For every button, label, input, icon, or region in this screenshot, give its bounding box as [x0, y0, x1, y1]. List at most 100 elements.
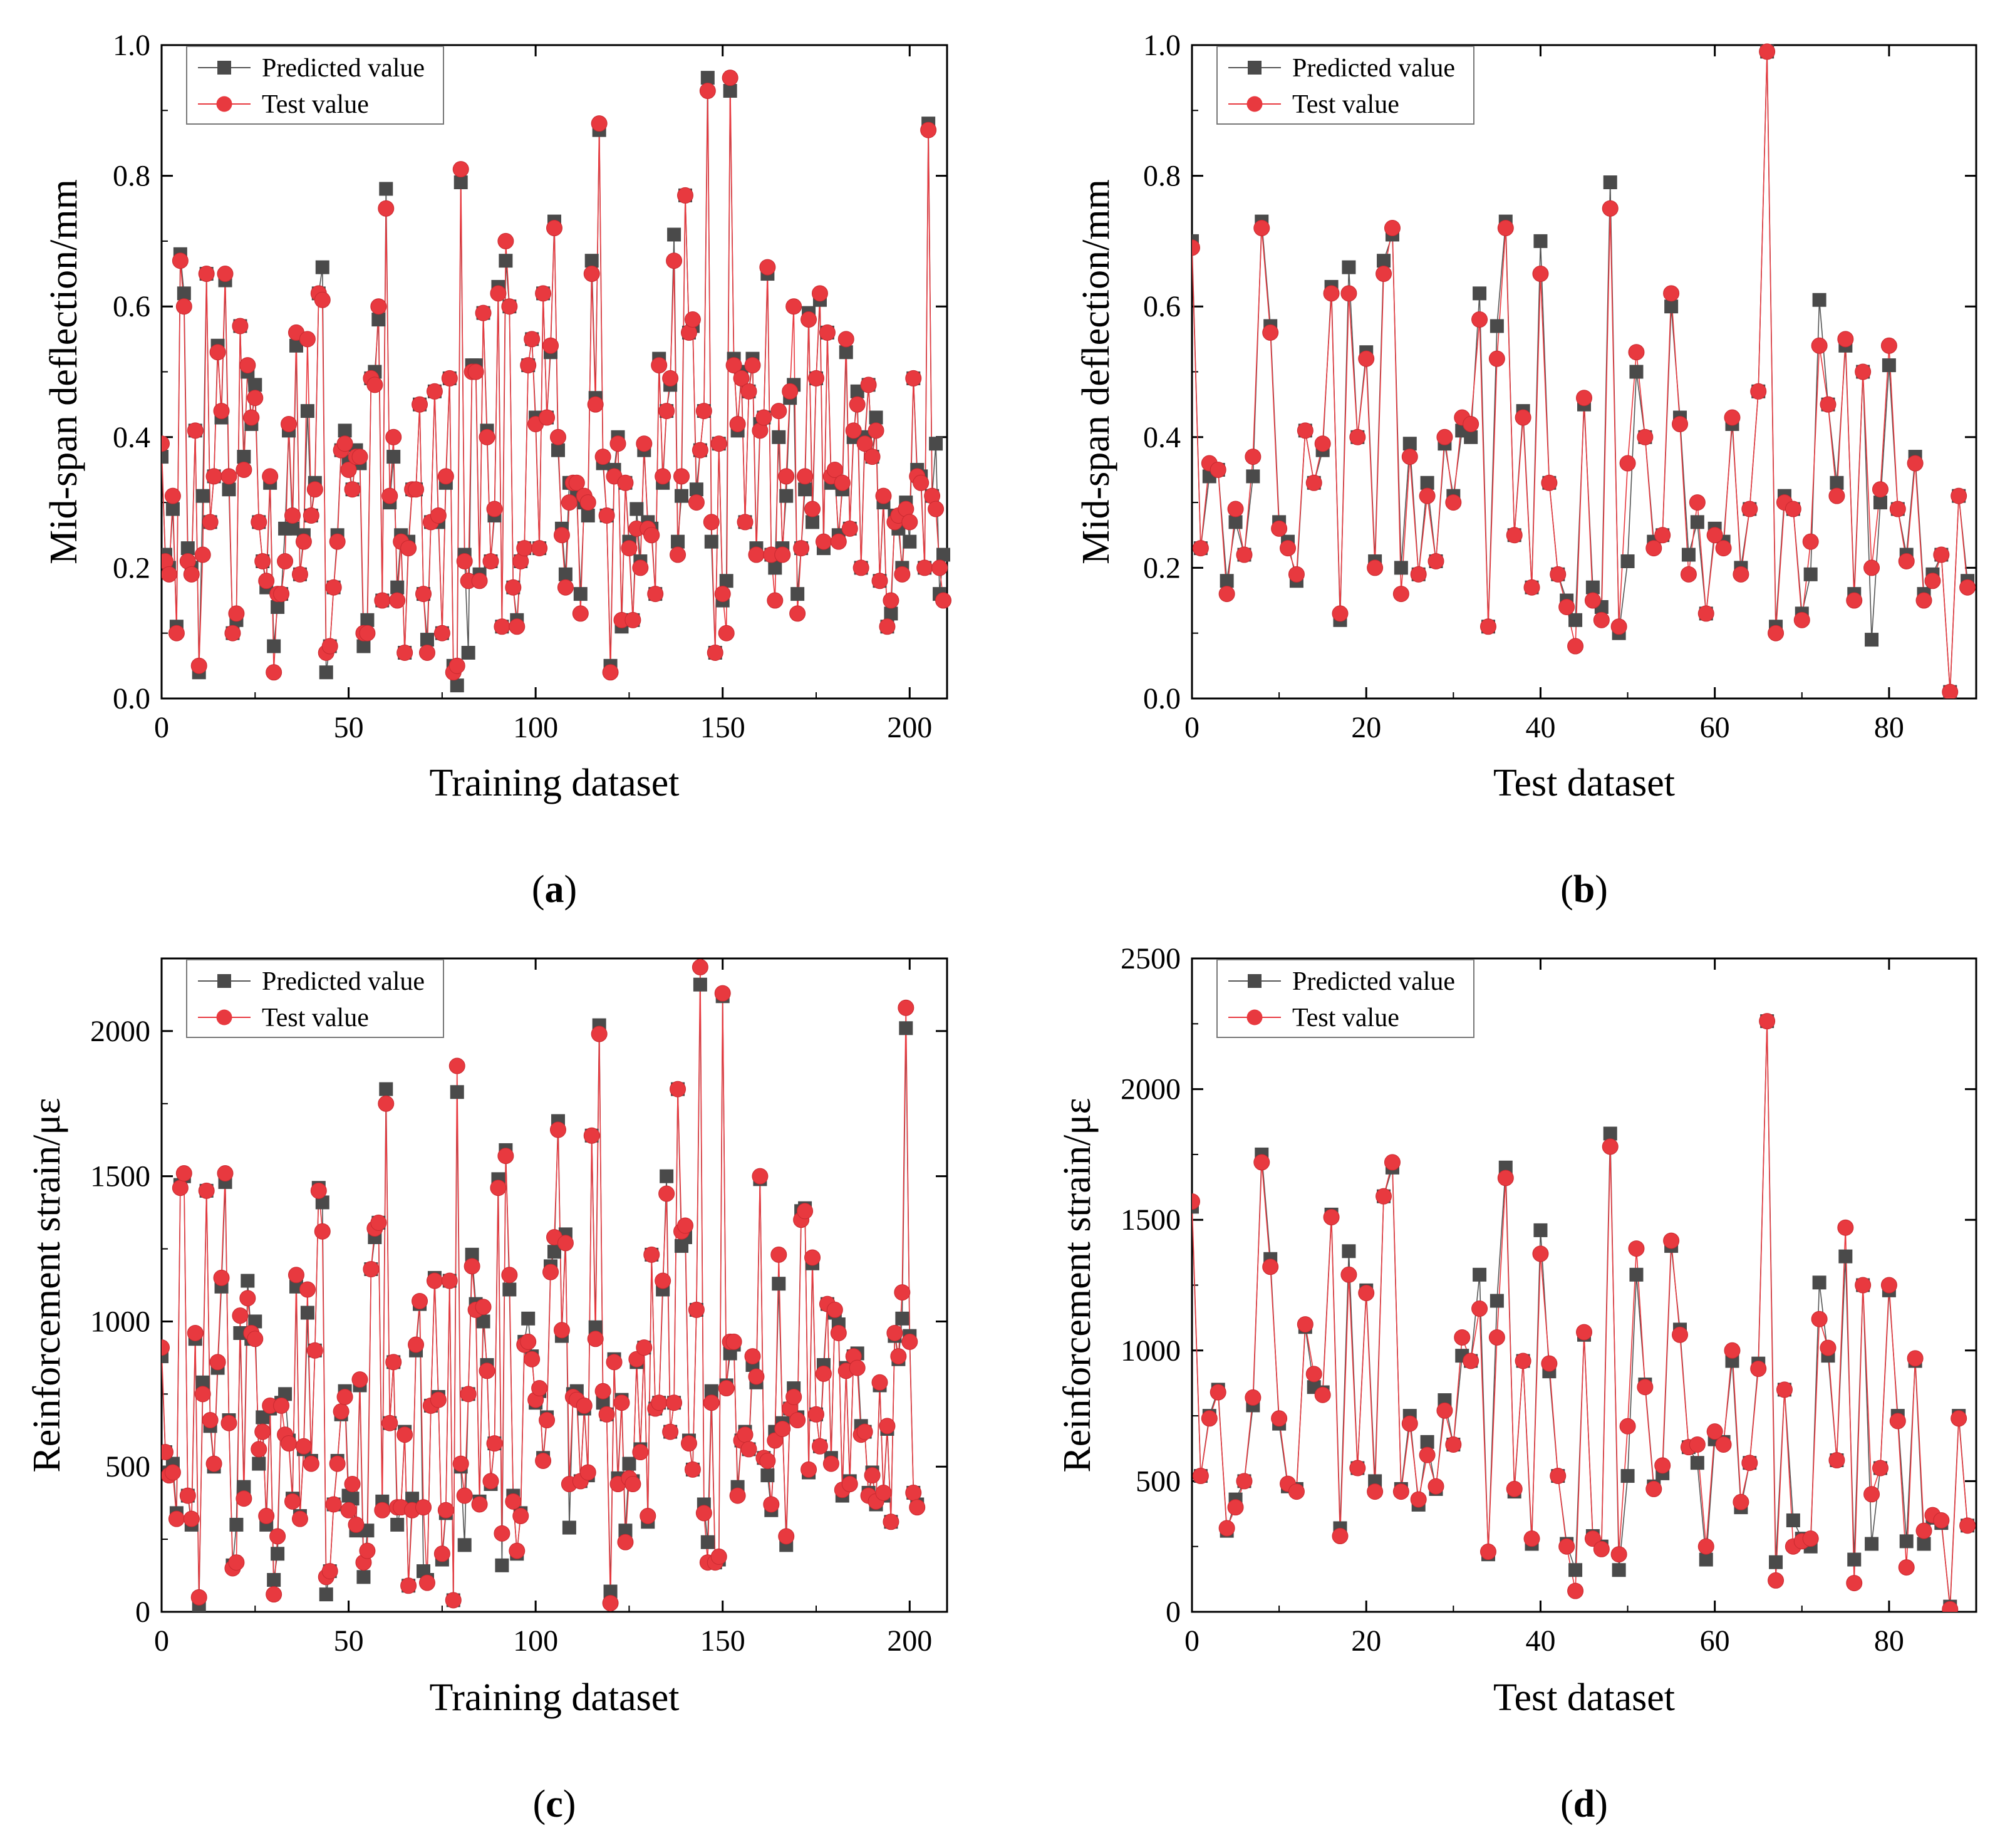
test-point [688, 1301, 705, 1318]
test-point [1724, 409, 1741, 426]
y-tick-label: 1.0 [1143, 29, 1181, 62]
test-point [856, 1423, 873, 1440]
chart-panel-1: 0 50 100 150 200 0.0 0.2 0.4 0.6 0.8 1.0 Training d… [43, 29, 952, 911]
test-point [1419, 1446, 1436, 1463]
test-point [920, 122, 937, 138]
test-point [1392, 586, 1409, 603]
test-point [767, 1432, 784, 1449]
predicted-point [356, 1570, 371, 1584]
test-point [452, 1455, 469, 1472]
test-point [1880, 337, 1897, 354]
test-point [744, 357, 761, 374]
test-point [557, 1235, 574, 1252]
test-point [561, 494, 578, 511]
test-point [1811, 337, 1828, 354]
predicted-point [1865, 633, 1879, 647]
predicted-point [1490, 1294, 1504, 1308]
test-point [677, 187, 693, 204]
legend-box [1216, 46, 1474, 125]
test-point [1689, 494, 1706, 511]
predicted-point [675, 489, 689, 503]
panel-label: (b) [1560, 868, 1608, 911]
test-point [396, 1426, 413, 1443]
test-point [247, 390, 264, 407]
test-point [239, 1290, 256, 1307]
predicted-point [237, 1480, 251, 1494]
predicted-point [618, 1524, 633, 1538]
test-point [1497, 220, 1514, 237]
test-point [205, 468, 222, 485]
test-point [509, 618, 526, 635]
test-point [1628, 1240, 1645, 1257]
test-point [1436, 428, 1453, 445]
test-point [258, 1508, 275, 1525]
test-point [524, 1351, 541, 1368]
test-point [759, 1452, 776, 1469]
test-point [266, 664, 282, 681]
predicted-point [1228, 515, 1243, 529]
test-point [232, 1307, 249, 1324]
test-point [385, 1354, 402, 1371]
test-point [501, 298, 518, 315]
predicted-point [300, 1306, 314, 1320]
test-point [856, 435, 873, 452]
test-point [549, 428, 566, 445]
test-point [1288, 1483, 1305, 1500]
test-point [1227, 1499, 1244, 1516]
chart-panel-4: 0 20 40 60 80 0 500 1000 1500 2000 2500 Test datase… [1056, 942, 1977, 1825]
test-point [602, 664, 619, 681]
predicted-point [1620, 554, 1635, 568]
test-point [583, 1127, 600, 1144]
test-point [1445, 1436, 1462, 1453]
test-point [1218, 1520, 1235, 1537]
predicted-point [772, 1277, 786, 1291]
predicted-point [551, 443, 565, 457]
x-tick-label: 0 [154, 711, 169, 744]
test-point [1759, 1013, 1776, 1030]
predicted-point [1603, 175, 1617, 190]
legend-marker-test [1246, 96, 1263, 112]
test-point [539, 1412, 556, 1429]
test-point [303, 1455, 319, 1472]
test-point [815, 533, 832, 550]
test-point [1610, 1546, 1627, 1563]
y-tick-label: 1500 [90, 1160, 150, 1193]
predicted-point [1769, 1555, 1783, 1569]
test-point [284, 507, 301, 524]
test-point [333, 1403, 350, 1420]
predicted-point [1603, 1126, 1617, 1141]
predicted-point [1464, 430, 1478, 444]
legend-label-test: Test value [262, 1004, 369, 1032]
test-point [251, 514, 267, 531]
legend: Predicted value Test value [186, 46, 444, 125]
test-point [1427, 1478, 1444, 1495]
test-point [539, 409, 556, 426]
test-point [1314, 1386, 1331, 1403]
test-point [505, 579, 522, 596]
predicted-point [1612, 1563, 1626, 1577]
test-point [1576, 1324, 1592, 1341]
predicted-point [1420, 475, 1434, 490]
test-point [1863, 559, 1880, 576]
test-point [1706, 527, 1723, 544]
test-point [329, 1455, 346, 1472]
predicted-point [1568, 613, 1583, 627]
test-point [1419, 487, 1436, 504]
test-point [426, 383, 443, 400]
test-point [1314, 435, 1331, 452]
test-point [299, 1281, 316, 1298]
test-point [737, 1426, 754, 1443]
test-point [1340, 285, 1357, 302]
y-tick-label: 0 [135, 1596, 150, 1629]
test-point [770, 403, 787, 420]
test-point [516, 540, 533, 557]
test-point [1654, 1457, 1671, 1474]
test-point [755, 409, 772, 426]
test-point [901, 1333, 918, 1350]
test-point [789, 1412, 806, 1429]
test-point [841, 1476, 858, 1493]
predicted-point [1246, 469, 1260, 484]
test-point [1392, 1483, 1409, 1500]
test-point [826, 1301, 843, 1318]
test-point [378, 1095, 395, 1112]
